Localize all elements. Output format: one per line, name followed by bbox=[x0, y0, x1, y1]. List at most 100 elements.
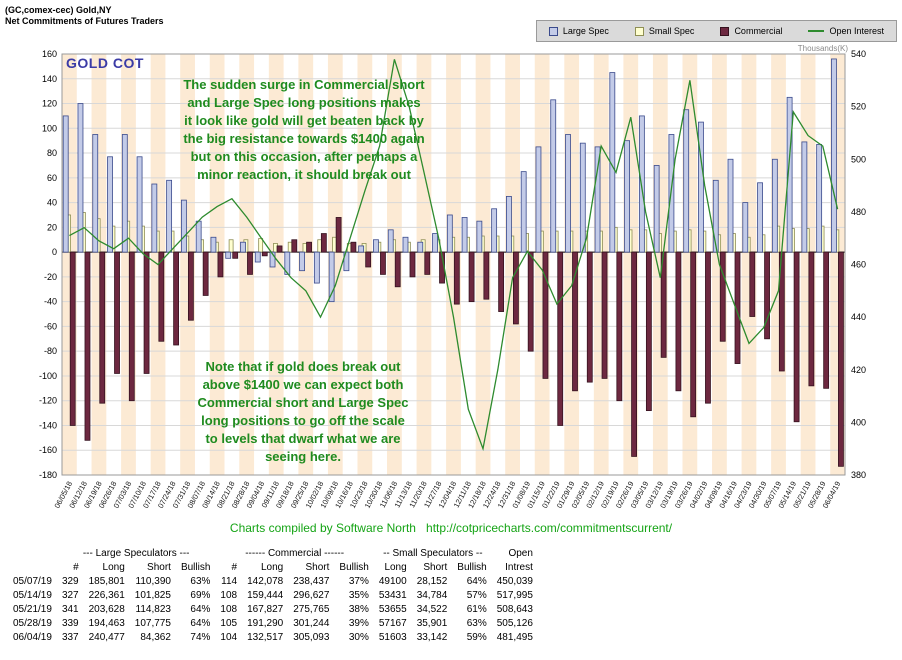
table-col-header: # bbox=[231, 562, 238, 573]
legend-label: Large Spec bbox=[562, 26, 609, 36]
row-value: 53655 bbox=[378, 604, 407, 615]
row-value: 450,039 bbox=[496, 576, 533, 587]
y-axis-label-left: 160 bbox=[42, 49, 57, 59]
background-stripe bbox=[180, 54, 195, 475]
row-value: 275,765 bbox=[293, 604, 330, 615]
large-spec-bar bbox=[653, 165, 660, 253]
row-value: 57% bbox=[466, 590, 487, 601]
large-spec-bar bbox=[166, 179, 173, 253]
small-spec-swatch-icon bbox=[634, 26, 644, 36]
row-value: 49100 bbox=[378, 576, 407, 587]
commercial-bar bbox=[424, 251, 431, 275]
row-value: 301,244 bbox=[293, 618, 330, 629]
large-spec-bar bbox=[506, 195, 512, 253]
large-spec-bar bbox=[77, 103, 84, 253]
commercial-bar bbox=[409, 251, 416, 278]
large-spec-swatch-icon bbox=[548, 26, 558, 36]
row-value: 481,495 bbox=[496, 632, 533, 643]
row-value: 305,093 bbox=[293, 632, 330, 643]
cot-data-table: --- Large Speculators --- ------ Commerci… bbox=[8, 547, 538, 645]
background-stripe bbox=[268, 54, 284, 475]
row-value: 74% bbox=[190, 632, 211, 643]
y-axis-label-left: -20 bbox=[44, 272, 57, 282]
large-spec-bar bbox=[476, 220, 483, 253]
commercial-bar bbox=[749, 251, 756, 317]
row-date: 05/21/19 bbox=[13, 604, 52, 615]
annotation-line: the big resistance towards $1400 again bbox=[183, 131, 425, 146]
y-axis-label-left: -60 bbox=[44, 321, 57, 331]
commercial-bar bbox=[232, 251, 239, 259]
table-col-header: Intrest bbox=[505, 562, 533, 573]
chart-watermark-title: GOLD COT bbox=[66, 55, 144, 71]
annotation-line: seeing here. bbox=[265, 449, 341, 464]
commercial-bar bbox=[838, 251, 844, 467]
row-value: 34,784 bbox=[416, 590, 448, 601]
row-value: 33,142 bbox=[416, 632, 448, 643]
y-axis-label-left: -160 bbox=[39, 445, 57, 455]
commercial-bar bbox=[394, 251, 401, 288]
row-date: 06/04/19 bbox=[13, 632, 52, 643]
row-value: 63% bbox=[466, 618, 487, 629]
large-spec-bar bbox=[831, 58, 837, 253]
y-axis-label-left: 60 bbox=[47, 173, 57, 183]
y-axis-label-right: 480 bbox=[851, 207, 866, 217]
annotation-line: minor reaction, it should break out bbox=[197, 167, 411, 182]
y-axis-label-left: 100 bbox=[42, 123, 57, 133]
y-axis-label-left: 0 bbox=[52, 247, 57, 257]
large-spec-bar bbox=[461, 217, 468, 253]
large-spec-bar bbox=[594, 146, 601, 253]
annotation-line: Commercial short and Large Spec bbox=[197, 395, 409, 410]
row-value: 159,444 bbox=[247, 590, 284, 601]
row-value: 329 bbox=[61, 576, 79, 587]
commercial-bar bbox=[557, 251, 564, 426]
commercial-bar bbox=[690, 251, 697, 418]
annotation-line: long positions to go off the scale bbox=[201, 413, 405, 428]
commercial-bar bbox=[320, 233, 327, 253]
background-stripe bbox=[475, 54, 491, 475]
y-axis-label-left: 120 bbox=[42, 99, 57, 109]
large-spec-bar bbox=[180, 199, 187, 253]
row-value: 64% bbox=[190, 604, 211, 615]
commercial-bar bbox=[335, 217, 342, 253]
large-spec-bar bbox=[712, 179, 719, 253]
table-group-header: Open bbox=[508, 548, 533, 559]
y-axis-label-right: 420 bbox=[851, 365, 866, 375]
annotation-upper: The sudden surge in Commercial short and … bbox=[130, 76, 478, 184]
background-stripe bbox=[387, 54, 402, 475]
annotation-line: Note that if gold does break out bbox=[205, 359, 401, 374]
row-date: 05/14/19 bbox=[13, 590, 52, 601]
row-value: 110,390 bbox=[135, 576, 171, 587]
commercial-bar bbox=[453, 251, 460, 305]
commercial-bar bbox=[143, 251, 150, 374]
row-value: 61% bbox=[466, 604, 487, 615]
table-group-header: --- Large Speculators --- bbox=[82, 548, 190, 559]
large-spec-bar bbox=[210, 236, 217, 253]
commercial-bar bbox=[217, 251, 224, 278]
commercial-bar bbox=[616, 251, 623, 402]
legend-item-open-interest: Open Interest bbox=[808, 26, 884, 36]
commercial-bar bbox=[572, 251, 578, 392]
commercial-bar bbox=[808, 251, 815, 387]
background-stripe bbox=[652, 54, 668, 475]
row-value: 35% bbox=[348, 590, 369, 601]
background-stripe bbox=[298, 54, 314, 475]
footer-credit-text: Charts compiled by Software North bbox=[229, 521, 416, 535]
commercial-bar bbox=[793, 251, 800, 423]
row-value: 108 bbox=[220, 604, 238, 615]
y-axis-label-right: 520 bbox=[851, 102, 866, 112]
background-stripe bbox=[239, 54, 255, 475]
background-stripe bbox=[446, 54, 461, 475]
large-spec-bar bbox=[550, 99, 557, 253]
commercial-swatch-icon bbox=[720, 26, 730, 36]
table-row: 06/04/19 337 240,477 84,362 74% 104 132,517 305… bbox=[8, 631, 538, 645]
commercial-bar bbox=[202, 251, 209, 296]
table-row: 05/21/19 341 203,628 114,823 64% 108 167,827 27… bbox=[8, 603, 538, 617]
legend-item-commercial: Commercial bbox=[720, 26, 782, 36]
large-spec-bar bbox=[417, 241, 424, 253]
large-spec-bar bbox=[565, 134, 571, 253]
row-value: 84,362 bbox=[140, 632, 171, 643]
commercial-bar bbox=[187, 251, 194, 321]
row-value: 30% bbox=[348, 632, 369, 643]
commercial-bar bbox=[527, 251, 534, 352]
footer-url[interactable]: http://cotpricecharts.com/commitmentscur… bbox=[426, 521, 673, 535]
